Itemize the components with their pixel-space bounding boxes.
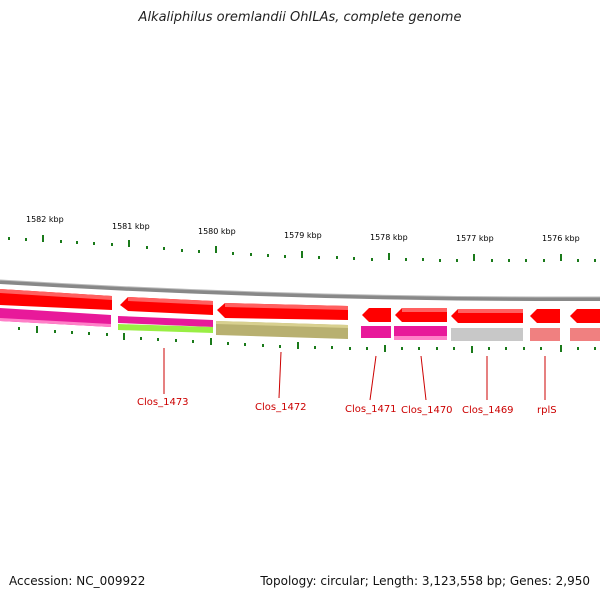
function-bands [0,308,600,341]
inner-ticks [18,326,596,353]
genome-title: Alkaliphilus oremlandii OhILAs, complete… [138,10,462,25]
genome-stats-text: Topology: circular; Length: 3,123,558 bp… [260,574,590,588]
gene-label-clos-1473[interactable]: Clos_1473 [137,397,189,408]
genome-backbone [0,280,600,302]
gene-label-clos-1470[interactable]: Clos_1470 [401,405,453,416]
scale-label: 1582 kbp [26,215,64,224]
scale-label: 1578 kbp [370,233,408,242]
label-leaders [163,348,546,401]
scale-label: 1577 kbp [456,234,494,243]
scale-ticks [8,235,596,262]
scale-label: 1576 kbp [542,234,580,243]
gene-arrow[interactable] [530,309,560,323]
scale-label: 1580 kbp [198,227,236,236]
gene-arrows [0,289,600,323]
scale-label: 1581 kbp [112,222,150,231]
gene-label-rpls[interactable]: rplS [537,405,557,416]
scale-label: 1579 kbp [284,231,322,240]
gene-label-clos-1469[interactable]: Clos_1469 [462,405,514,416]
gene-label-clos-1472[interactable]: Clos_1472 [255,402,307,413]
gene-arrow[interactable] [570,309,600,323]
gene-arrow[interactable] [362,308,391,322]
accession-text: Accession: NC_009922 [9,574,146,588]
gene-label-clos-1471[interactable]: Clos_1471 [345,404,397,415]
